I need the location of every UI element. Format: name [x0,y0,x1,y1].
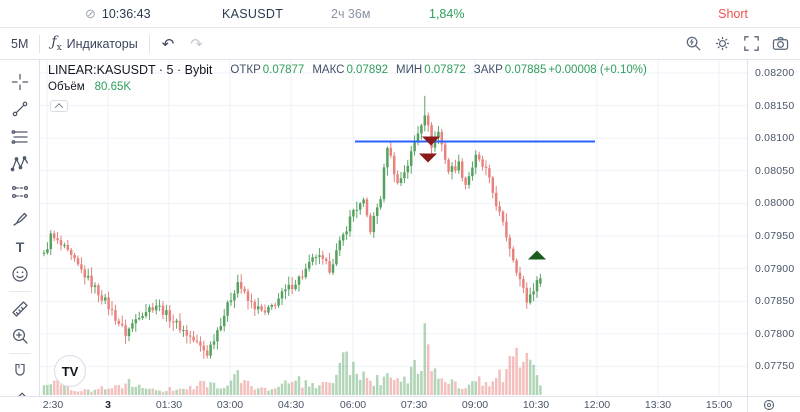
price-tick: 0.08150 [755,99,795,112]
price-tick: 0.07850 [755,295,795,308]
sell-marker-icon[interactable] [422,136,440,146]
price-tick: 0.07750 [755,360,795,373]
fx-icon: ƒx [51,34,62,53]
text-icon: T [15,239,24,255]
top-status-bar: ⊘ 10:36:43 KASUSDT 2ч 36м 1,84% Short [0,0,800,28]
volume-value: 80.65K [94,81,132,93]
timer-value: 10:36:43 [101,7,151,21]
price-tick: 0.08050 [755,164,795,177]
svg-text:TV: TV [62,364,79,379]
toolbar-separator [39,34,41,53]
position-side-label[interactable]: Short [718,7,748,21]
time-settings-icon[interactable] [762,398,776,412]
undo-button[interactable]: ↶ [161,35,175,53]
time-tick: 13:30 [644,399,672,411]
legend-collapse-button[interactable] [50,100,68,112]
brush-tool[interactable] [5,206,35,234]
time-tick: 03:00 [216,399,244,411]
change-value: +0.00008 (+0.10%) [548,64,647,76]
fullscreen-icon[interactable] [742,34,761,53]
settings-gear-icon[interactable] [713,34,732,53]
legend-symbol[interactable]: LINEAR:KASUSDT · 5 · Bybit [48,63,213,77]
duration-label: 2ч 36м [331,7,371,21]
ruler-icon [11,301,28,317]
session-timer: ⊘ 10:36:43 [85,0,151,28]
price-tick: 0.07900 [755,262,795,275]
time-tick: 09:00 [461,399,489,411]
time-tick: 04:30 [277,399,305,411]
toolbar-group-divider [8,353,31,355]
volume-legend: Объём 80.65K [48,81,132,93]
emoji-icon [11,266,28,282]
drawing-toolbar: T [0,60,40,412]
indicators-button[interactable]: ƒx Индикаторы [51,34,138,53]
open-value: 0.07877 [262,64,305,76]
magnet-icon [14,363,25,376]
interval-button[interactable]: 5M [11,36,29,51]
toolbar-right-icons [684,34,800,53]
brush-icon [12,213,27,226]
zoom-in-tool[interactable] [5,323,35,351]
price-tick: 0.08000 [755,197,795,210]
time-tick: 07:30 [400,399,428,411]
forecast-tool[interactable] [5,178,35,206]
fib-retracement-tool[interactable] [5,123,35,151]
trend-line-tool[interactable] [5,96,35,124]
emoji-tool[interactable] [5,261,35,289]
ruler-tool[interactable] [5,295,35,323]
camera-icon[interactable] [771,34,790,53]
price-axis[interactable]: 0.08200 0.08150 0.08100 0.08050 0.08000 0.079… [747,60,800,396]
time-tick: 12:00 [583,399,611,411]
crosshair-tool[interactable] [5,68,35,96]
symbol-label: KASUSDT [222,7,284,21]
tradingview-logo[interactable]: TV [54,355,86,387]
chevron-up-icon [54,103,64,112]
minus-circle-icon[interactable]: ⊘ [85,6,96,21]
fib-retracement-icon [10,129,28,144]
magnet-tool[interactable] [5,357,35,385]
price-tick: 0.07950 [755,230,795,242]
xabcd-pattern-tool[interactable] [5,151,35,179]
price-tick: 0.08100 [755,132,795,145]
xabcd-pattern-icon [10,156,28,172]
time-tick: 3 [105,399,111,411]
zoom-in-icon [12,329,28,344]
time-tick: 15:00 [705,399,733,411]
close-value: 0.07885 [504,64,547,76]
redo-button[interactable]: ↷ [190,35,203,53]
text-tool[interactable]: T [5,233,35,261]
chart-toolbar: 5M ƒx Индикаторы ↶ ↷ [0,28,800,60]
high-value: 0.07892 [346,64,389,76]
time-tick: 01:30 [155,399,183,411]
price-tick: 0.08200 [755,67,795,79]
toolbar-separator [148,34,150,53]
forecast-icon [11,185,28,198]
quick-search-icon[interactable] [684,34,703,53]
price-tick: 0.07800 [755,327,795,340]
axis-corner-separator [747,397,748,412]
sell-marker-icon[interactable] [419,153,437,163]
trend-line-icon [12,101,27,117]
svg-text:T: T [15,239,24,255]
toolbar-group-divider [8,291,31,293]
chart-pane[interactable]: TV LINEAR:KASUSDT · 5 · Bybit ОТКР 0.0787… [40,60,747,396]
chart-legend: LINEAR:KASUSDT · 5 · Bybit ОТКР 0.07877 М… [48,63,647,77]
buy-marker-icon[interactable] [528,250,546,260]
change-percent: 1,84% [429,7,465,21]
time-tick: 2:30 [42,399,64,411]
time-tick: 06:00 [339,399,367,411]
low-value: 0.07872 [424,64,466,76]
time-tick: 10:30 [522,399,550,411]
crosshair-icon [11,73,28,90]
candlestick-chart[interactable]: TV [40,60,747,396]
time-axis[interactable]: 2:30 3 01:30 03:00 04:30 06:00 07:30 09:00 10:30… [0,396,800,412]
